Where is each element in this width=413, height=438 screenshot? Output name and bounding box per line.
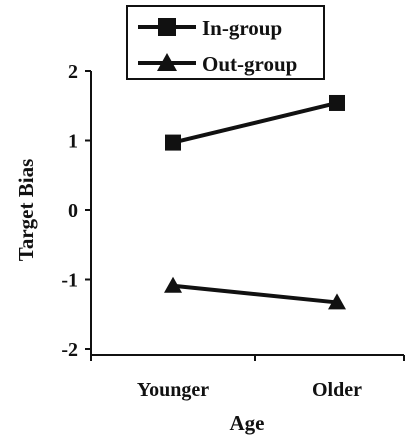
data-point-square xyxy=(165,134,181,151)
y-tick-label: -1 xyxy=(61,270,78,292)
series-markers xyxy=(164,94,346,310)
y-axis-label: Target Bias xyxy=(14,159,38,261)
legend-label-out-group: Out-group xyxy=(202,52,297,76)
x-ticks: Younger Older xyxy=(90,355,405,401)
series-line xyxy=(172,283,338,305)
data-point-triangle xyxy=(328,293,346,310)
data-point-triangle xyxy=(164,276,182,293)
x-tick-label: Older xyxy=(312,379,362,401)
legend-triangle-marker xyxy=(157,53,177,71)
x-axis-label: Age xyxy=(230,411,265,435)
y-tick-label: 2 xyxy=(68,61,78,83)
legend-entry-in-group: In-group xyxy=(138,16,282,40)
x-tick-label: Younger xyxy=(137,379,209,401)
legend-square-marker xyxy=(158,18,176,36)
y-tick-label: -2 xyxy=(61,339,78,361)
y-tick-label: 1 xyxy=(68,131,78,153)
series-line xyxy=(172,101,338,145)
legend-entry-out-group: Out-group xyxy=(138,52,297,76)
y-ticks: 2 1 0 -1 -2 xyxy=(61,61,91,361)
y-tick-label: 0 xyxy=(68,200,78,222)
data-point-square xyxy=(329,94,345,111)
series-lines xyxy=(172,101,338,305)
legend-label-in-group: In-group xyxy=(202,16,282,40)
legend: In-group Out-group xyxy=(126,5,325,80)
